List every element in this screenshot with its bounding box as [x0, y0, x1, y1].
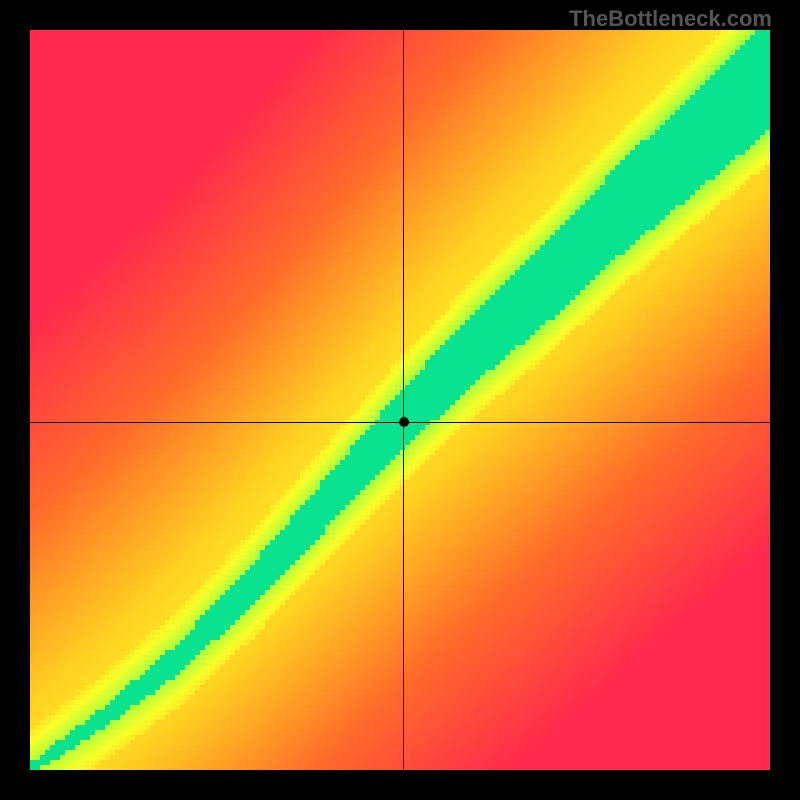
watermark-text: TheBottleneck.com — [569, 6, 772, 32]
heatmap-canvas — [30, 30, 770, 770]
data-point-marker — [399, 417, 409, 427]
crosshair-vertical — [403, 30, 404, 770]
chart-container: TheBottleneck.com — [0, 0, 800, 800]
plot-area — [30, 30, 770, 770]
